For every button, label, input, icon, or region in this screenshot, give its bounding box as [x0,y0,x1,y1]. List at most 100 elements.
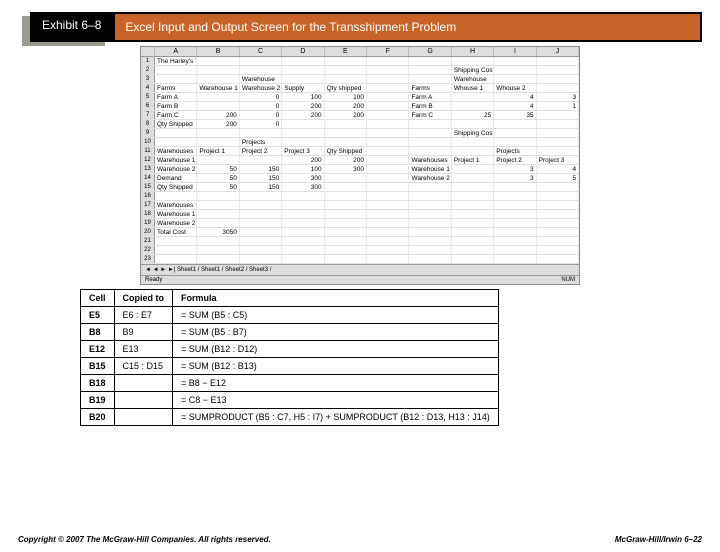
cell[interactable] [155,129,197,137]
cell[interactable]: Warehouses [409,156,451,164]
cell[interactable]: 200 [325,102,367,110]
cell[interactable]: Warehouse 2 [155,219,197,227]
cell[interactable] [367,66,409,74]
cell[interactable] [240,228,282,236]
cell[interactable] [494,210,536,218]
cell[interactable] [452,174,494,182]
cell[interactable]: 200 [197,111,239,119]
row-number[interactable]: 5 [141,93,155,101]
cell[interactable] [537,66,579,74]
cell[interactable] [494,129,536,137]
cell[interactable]: Warehouse [452,75,494,83]
cell[interactable] [452,138,494,146]
cell[interactable]: 150 [240,174,282,182]
cell[interactable]: Supply [282,84,324,92]
cell[interactable]: 4 [537,165,579,173]
cell[interactable] [367,147,409,155]
cell[interactable] [409,129,451,137]
cell[interactable] [155,138,197,146]
cell[interactable] [537,57,579,65]
cell[interactable] [367,138,409,146]
cell[interactable] [325,66,367,74]
cell[interactable]: Project 2 [494,156,536,164]
cell[interactable]: Warehouse 1 [197,84,239,92]
cell[interactable] [409,201,451,209]
cell[interactable]: Warehouse 2 [240,84,282,92]
cell[interactable] [494,66,536,74]
row-number[interactable]: 9 [141,129,155,137]
cell[interactable] [325,57,367,65]
row-number[interactable]: 10 [141,138,155,146]
row-number[interactable]: 1 [141,57,155,65]
cell[interactable]: 0 [240,120,282,128]
row-number[interactable]: 16 [141,192,155,200]
cell[interactable]: 100 [282,93,324,101]
cell[interactable] [537,228,579,236]
cell[interactable]: 4 [494,102,536,110]
cell[interactable] [325,255,367,263]
cell[interactable]: Warehouses [155,147,197,155]
cell[interactable] [240,192,282,200]
cell[interactable] [494,201,536,209]
row-number[interactable]: 23 [141,255,155,263]
cell[interactable] [409,120,451,128]
cell[interactable]: 3050 [197,228,239,236]
cell[interactable] [409,219,451,227]
cell[interactable] [155,66,197,74]
cell[interactable]: Shipping Costs [452,129,494,137]
cell[interactable] [282,201,324,209]
cell[interactable]: 200 [282,111,324,119]
cell[interactable] [367,192,409,200]
cell[interactable]: 0 [240,93,282,101]
cell[interactable] [197,255,239,263]
cell[interactable]: 100 [325,93,367,101]
cell[interactable] [197,93,239,101]
cell[interactable] [282,228,324,236]
cell[interactable]: 3 [537,93,579,101]
cell[interactable] [282,120,324,128]
cell[interactable] [240,210,282,218]
cell[interactable] [494,192,536,200]
cell[interactable]: Whouse 1 [452,84,494,92]
col-header[interactable]: D [282,47,324,56]
cell[interactable]: Whouse 2 [494,84,536,92]
row-number[interactable]: 17 [141,201,155,209]
cell[interactable]: Farm C [409,111,451,119]
cell[interactable] [197,219,239,227]
col-header[interactable]: G [409,47,451,56]
cell[interactable] [452,165,494,173]
cell[interactable] [325,210,367,218]
cell[interactable] [197,66,239,74]
cell[interactable]: Farms [409,84,451,92]
cell[interactable] [409,57,451,65]
cell[interactable] [240,237,282,245]
cell[interactable] [367,228,409,236]
cell[interactable] [325,228,367,236]
cell[interactable] [367,219,409,227]
cell[interactable] [197,75,239,83]
cell[interactable] [537,129,579,137]
cell[interactable] [282,255,324,263]
cell[interactable] [537,138,579,146]
cell[interactable]: 4 [494,93,536,101]
row-number[interactable]: 8 [141,120,155,128]
cell[interactable]: 0 [240,102,282,110]
cell[interactable] [282,192,324,200]
cell[interactable] [537,192,579,200]
cell[interactable]: 150 [240,183,282,191]
cell[interactable] [197,156,239,164]
cell[interactable] [197,237,239,245]
cell[interactable]: 0 [240,111,282,119]
cell[interactable] [282,75,324,83]
cell[interactable]: Farm A [155,93,197,101]
row-number[interactable]: 12 [141,156,155,164]
cell[interactable] [155,192,197,200]
cell[interactable]: 200 [325,111,367,119]
cell[interactable] [282,246,324,254]
cell[interactable]: 50 [197,183,239,191]
cell[interactable] [452,255,494,263]
cell[interactable] [282,129,324,137]
cell[interactable]: The Harley's Topsoil Transshipment Probl… [155,57,197,65]
cell[interactable]: 50 [197,174,239,182]
cell[interactable] [452,237,494,245]
